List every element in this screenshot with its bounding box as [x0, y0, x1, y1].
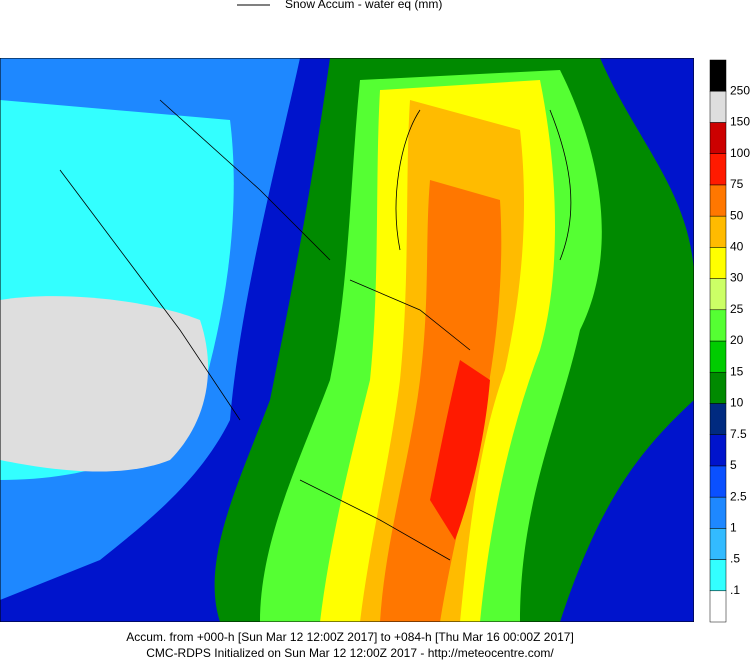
colorbar-swatch	[709, 122, 727, 154]
colorbar-label: 2.5	[730, 489, 747, 503]
colorbar-swatch	[709, 340, 727, 373]
colorbar-swatch	[709, 465, 727, 498]
colorbar-label: 1	[730, 521, 737, 535]
colorbar-label: 40	[730, 240, 744, 254]
colorbar-swatch	[709, 496, 727, 529]
colorbar-swatch	[709, 528, 727, 560]
colorbar-swatch	[709, 278, 727, 311]
colorbar-label: .1	[730, 583, 740, 597]
footer-line: CMC-RDPS Initialized on Sun Mar 12 12:00…	[146, 646, 554, 660]
colorbar: .1 .5 1 2.5 5 7.5 10 15 20 25 30 40 50 75 100 150 250	[709, 59, 750, 623]
colorbar-label: 15	[730, 364, 744, 378]
colorbar-swatch	[709, 590, 727, 623]
colorbar-label: 150	[730, 115, 750, 129]
colorbar-label: 100	[730, 146, 750, 160]
colorbar-label: 30	[730, 271, 744, 285]
colorbar-swatch	[709, 434, 727, 467]
map	[0, 58, 694, 622]
colorbar-swatch	[709, 371, 727, 404]
colorbar-label: .5	[730, 552, 740, 566]
colorbar-swatch	[709, 247, 727, 279]
colorbar-swatch	[709, 559, 727, 592]
legend-label: Snow Accum - water eq (mm)	[285, 0, 442, 11]
colorbar-swatch	[709, 184, 727, 217]
colorbar-label: 250	[730, 83, 750, 97]
colorbar-label: 7.5	[730, 427, 747, 441]
colorbar-swatch	[709, 403, 727, 435]
footer-line: Accum. from +000-h [Sun Mar 12 12:00Z 20…	[126, 630, 574, 644]
colorbar-swatch	[709, 59, 727, 92]
colorbar-label: 50	[730, 208, 744, 222]
colorbar-label: 75	[730, 177, 744, 191]
colorbar-label: 20	[730, 333, 744, 347]
colorbar-swatch	[709, 309, 727, 342]
colorbar-label: 10	[730, 396, 744, 410]
colorbar-label: 25	[730, 302, 744, 316]
colorbar-swatch	[709, 153, 727, 186]
colorbar-swatch	[709, 90, 727, 123]
colorbar-label: 5	[730, 458, 737, 472]
colorbar-swatch	[709, 215, 727, 248]
